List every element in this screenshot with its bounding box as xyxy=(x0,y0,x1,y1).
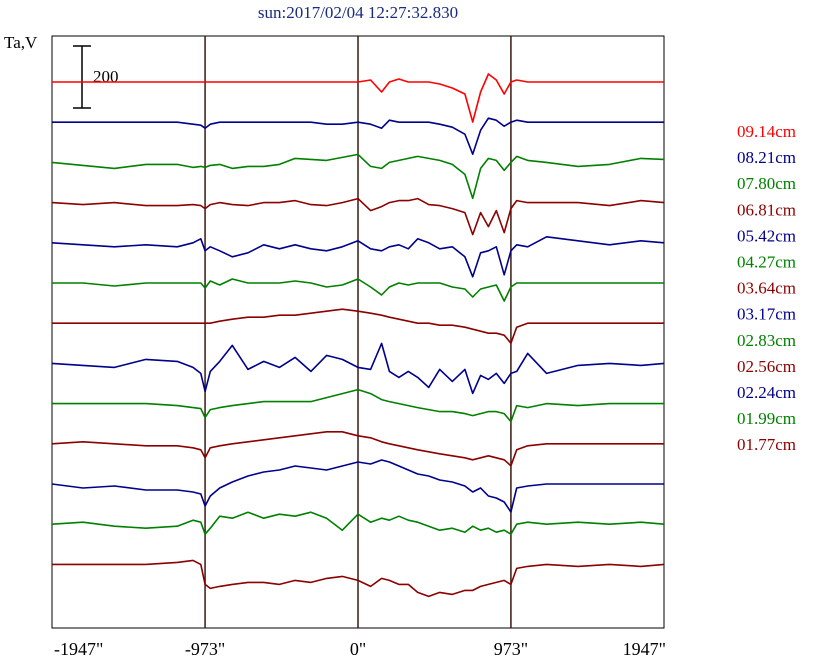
legend-entry: 01.77cm xyxy=(737,435,796,454)
vertical-reference-lines xyxy=(204,36,512,628)
series-line-06-81cm xyxy=(51,197,665,236)
chart-title: sun:2017/02/04 12:27:32.830 xyxy=(258,3,458,22)
series-line-01-77cm xyxy=(52,559,665,598)
scale-bar: 200 xyxy=(73,45,119,109)
x-tick-label: 973" xyxy=(494,639,528,659)
legend: 09.14cm 08.21cm 07.80cm 06.81cm 05.42cm 04.27… xyxy=(737,122,796,454)
legend-entry: 04.27cm xyxy=(737,253,796,272)
series-line-05-42cm xyxy=(51,236,665,278)
series-line-07-80cm xyxy=(51,153,665,200)
series-line-04-27cm xyxy=(52,278,664,302)
series-layer xyxy=(51,73,665,598)
series-line-02-56cm xyxy=(51,430,664,467)
legend-entry: 03.17cm xyxy=(737,305,796,324)
series-line-08-21cm xyxy=(52,117,664,155)
y-axis-label: Ta,V xyxy=(4,33,38,52)
legend-entry: 03.64cm xyxy=(737,279,796,298)
x-tick-label: 0" xyxy=(350,639,366,659)
legend-entry: 09.14cm xyxy=(737,122,796,141)
series-line-02-83cm xyxy=(52,388,664,423)
x-tick-label: 1947" xyxy=(623,639,666,659)
legend-entry: 01.99cm xyxy=(737,409,796,428)
x-tick-label: -1947" xyxy=(54,639,103,659)
legend-entry: 02.24cm xyxy=(737,383,796,402)
legend-entry: 07.80cm xyxy=(737,174,796,193)
legend-entry: 06.81cm xyxy=(737,200,796,219)
series-line-02-24cm xyxy=(51,459,664,513)
series-line-01-99cm xyxy=(51,511,665,536)
legend-entry: 02.56cm xyxy=(737,357,796,376)
legend-entry: 05.42cm xyxy=(737,226,796,245)
series-line-09-14cm xyxy=(52,73,664,123)
x-tick-label: -973" xyxy=(185,639,225,659)
legend-entry: 02.83cm xyxy=(737,331,796,350)
legend-entry: 08.21cm xyxy=(737,148,796,167)
scale-bar-label: 200 xyxy=(93,67,119,86)
x-axis-ticks: -1947" -973" 0" 973" 1947" xyxy=(54,639,666,659)
series-line-03-17cm xyxy=(51,342,665,395)
series-line-03-64cm xyxy=(52,308,664,345)
